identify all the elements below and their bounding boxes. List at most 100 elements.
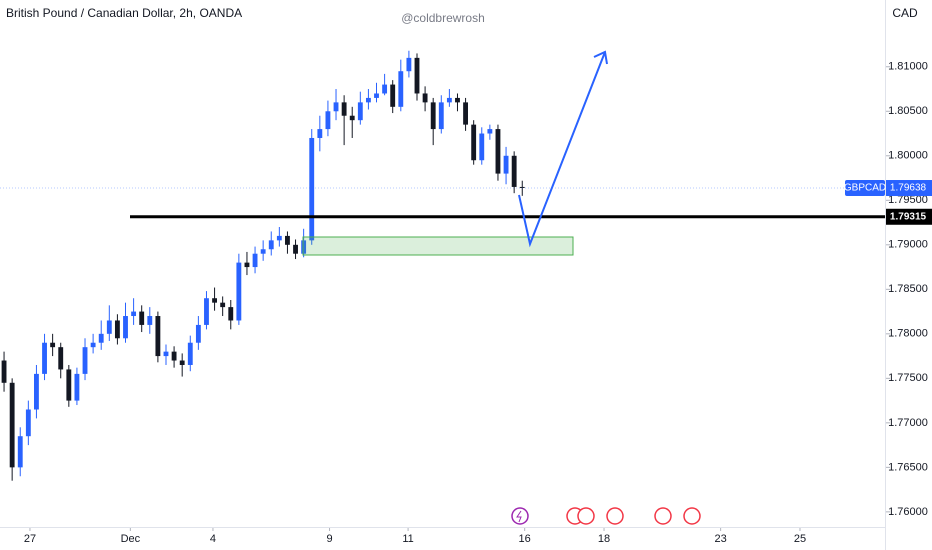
- candle-body: [179, 360, 185, 365]
- candle-body: [171, 351, 177, 361]
- y-tick-label: 1.76500: [888, 461, 928, 473]
- y-tick-label: 1.76000: [888, 506, 928, 518]
- currency[interactable]: CAD: [892, 6, 918, 20]
- demand-zone: [302, 236, 574, 256]
- candle-body: [365, 97, 371, 103]
- candle-body: [455, 97, 460, 103]
- candle-body: [236, 262, 242, 321]
- candle-body: [446, 97, 452, 103]
- candle-body: [114, 320, 120, 339]
- candle-body: [301, 240, 307, 254]
- candle-body: [244, 262, 250, 268]
- candle-body: [90, 342, 96, 348]
- candle-body: [163, 351, 169, 357]
- plot: 1.76000 1.76500 1.77000 1.77500 1.78000 1.785…: [0, 50, 932, 545]
- candle-body: [341, 102, 347, 116]
- candle-body: [147, 316, 153, 325]
- projection-arrow: [518, 51, 606, 248]
- candle-body: [317, 129, 323, 138]
- candle-body: [398, 71, 404, 107]
- candle-body: [325, 111, 331, 130]
- candle-body: [349, 115, 355, 121]
- y-tick-label: 1.77000: [888, 417, 928, 429]
- candle-body: [1, 360, 7, 383]
- event-icon[interactable]: [577, 507, 595, 525]
- y-tick-label: 1.79000: [888, 239, 928, 251]
- candle-body: [390, 84, 396, 107]
- candle-body: [220, 302, 226, 308]
- candle-body: [276, 235, 282, 241]
- candle-body: [195, 324, 201, 343]
- candle-body: [74, 373, 80, 401]
- candle-body: [252, 253, 258, 268]
- candle-body: [293, 244, 298, 254]
- candle-body: [17, 436, 23, 468]
- event-icons: [511, 507, 701, 525]
- x-tick-label: 9: [326, 533, 332, 545]
- candle-body: [471, 124, 477, 161]
- event-icon[interactable]: [683, 507, 701, 525]
- x-tick-label: 18: [598, 533, 610, 545]
- candle-body: [25, 409, 31, 437]
- candle-body: [34, 373, 39, 410]
- candle-body: [487, 129, 493, 134]
- x-tick-label: 4: [210, 533, 216, 545]
- x-tick-label: 16: [519, 533, 531, 545]
- candle-body: [422, 93, 428, 103]
- candle-body: [438, 102, 444, 130]
- level-label: 1.79315: [890, 211, 927, 222]
- event-icon[interactable]: [606, 507, 624, 525]
- candle-body: [503, 155, 509, 174]
- event-glyph: [516, 510, 522, 523]
- candle-body: [106, 320, 112, 334]
- last-price-label: 1.79638: [890, 183, 927, 194]
- candle-body: [131, 311, 137, 317]
- candle-body: [66, 369, 72, 401]
- candle-body: [204, 298, 209, 325]
- candle-body: [42, 342, 47, 374]
- level-box: [886, 208, 932, 225]
- candle-body: [98, 333, 104, 343]
- candle-body: [212, 298, 217, 303]
- y-tick-label: 1.78500: [888, 283, 928, 295]
- x-tick-label: 11: [402, 533, 413, 545]
- candle-body: [382, 84, 388, 94]
- candle-body: [519, 186, 525, 188]
- y-tick-label: 1.80500: [888, 105, 928, 117]
- symbol-label: GBPCAD: [844, 183, 886, 194]
- candle-body: [50, 342, 56, 348]
- candle-body: [430, 102, 436, 130]
- candle-body: [285, 235, 290, 245]
- candle-body: [309, 137, 315, 241]
- candle-body: [123, 316, 128, 339]
- candle-body: [82, 347, 88, 374]
- currency-box[interactable]: [886, 0, 932, 30]
- candle-body: [357, 102, 363, 121]
- arrow-head: [593, 50, 608, 65]
- candle-body: [511, 155, 517, 187]
- y-tick-label: 1.78000: [888, 328, 928, 340]
- y-tick-label: 1.79500: [888, 194, 928, 206]
- chart-title: British Pound / Canadian Dollar, 2h, OAN…: [6, 6, 242, 20]
- candle-body: [333, 102, 339, 112]
- last-price-box: [886, 180, 932, 197]
- y-tick-label: 1.81000: [888, 61, 928, 73]
- y-tick-label: 1.80000: [888, 150, 928, 162]
- symbol-box: [845, 180, 885, 197]
- candle-body: [414, 57, 420, 94]
- event-icon[interactable]: [511, 507, 529, 525]
- y-tick-label: 1.77500: [888, 372, 928, 384]
- candle-body: [374, 93, 379, 98]
- candle-body: [228, 307, 234, 321]
- candle-body: [406, 57, 412, 72]
- candle-body: [139, 311, 145, 325]
- candle-body: [9, 382, 15, 468]
- x-tick-label: 27: [24, 533, 36, 545]
- event-icon[interactable]: [654, 507, 672, 525]
- candle-body: [58, 347, 64, 370]
- watermark: @coldbrewrosh: [401, 11, 485, 25]
- x-tick-label: 25: [794, 533, 806, 545]
